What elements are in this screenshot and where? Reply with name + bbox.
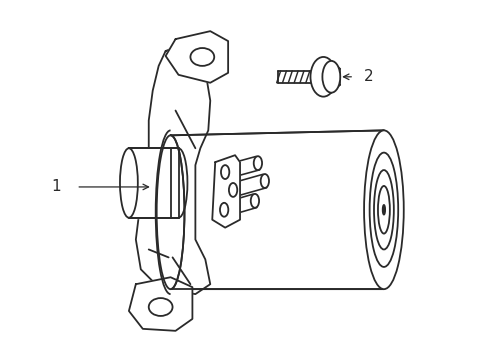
Ellipse shape: [250, 194, 259, 208]
Polygon shape: [170, 130, 383, 289]
Polygon shape: [136, 46, 210, 294]
Polygon shape: [165, 31, 228, 83]
Ellipse shape: [228, 183, 237, 197]
Text: 1: 1: [52, 179, 61, 194]
Text: 2: 2: [364, 69, 373, 84]
Ellipse shape: [260, 174, 268, 188]
Ellipse shape: [364, 130, 403, 289]
Ellipse shape: [220, 203, 228, 217]
Polygon shape: [212, 155, 240, 228]
Ellipse shape: [310, 57, 336, 96]
Ellipse shape: [120, 148, 138, 218]
Polygon shape: [129, 277, 192, 331]
Ellipse shape: [221, 165, 229, 179]
Polygon shape: [129, 148, 178, 218]
Ellipse shape: [156, 135, 184, 289]
Ellipse shape: [322, 61, 340, 93]
Ellipse shape: [382, 205, 385, 215]
Ellipse shape: [253, 156, 262, 170]
